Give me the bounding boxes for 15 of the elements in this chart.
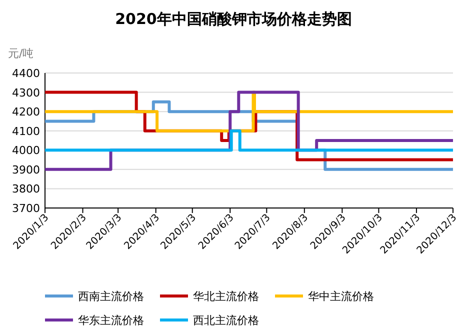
legend-label: 西北主流价格: [193, 314, 259, 327]
legend-label: 华东主流价格: [78, 314, 144, 327]
y-tick-label: 3800: [12, 182, 40, 196]
y-tick-label: 4100: [12, 124, 40, 138]
y-tick-label: 4300: [12, 86, 40, 100]
legend-label: 西南主流价格: [78, 290, 144, 303]
legend-label: 华中主流价格: [308, 290, 374, 303]
y-tick-label: 4200: [12, 106, 40, 119]
y-tick-label: 3700: [12, 202, 40, 215]
chart-title: 2020年中国硝酸钾市场价格走势图: [115, 10, 352, 28]
y-tick-label: 4400: [12, 67, 40, 80]
legend-label: 华北主流价格: [193, 290, 259, 303]
y-axis-title: 元/吨: [8, 47, 34, 60]
y-tick-label: 3900: [12, 163, 40, 176]
y-tick-label: 4000: [12, 144, 40, 158]
